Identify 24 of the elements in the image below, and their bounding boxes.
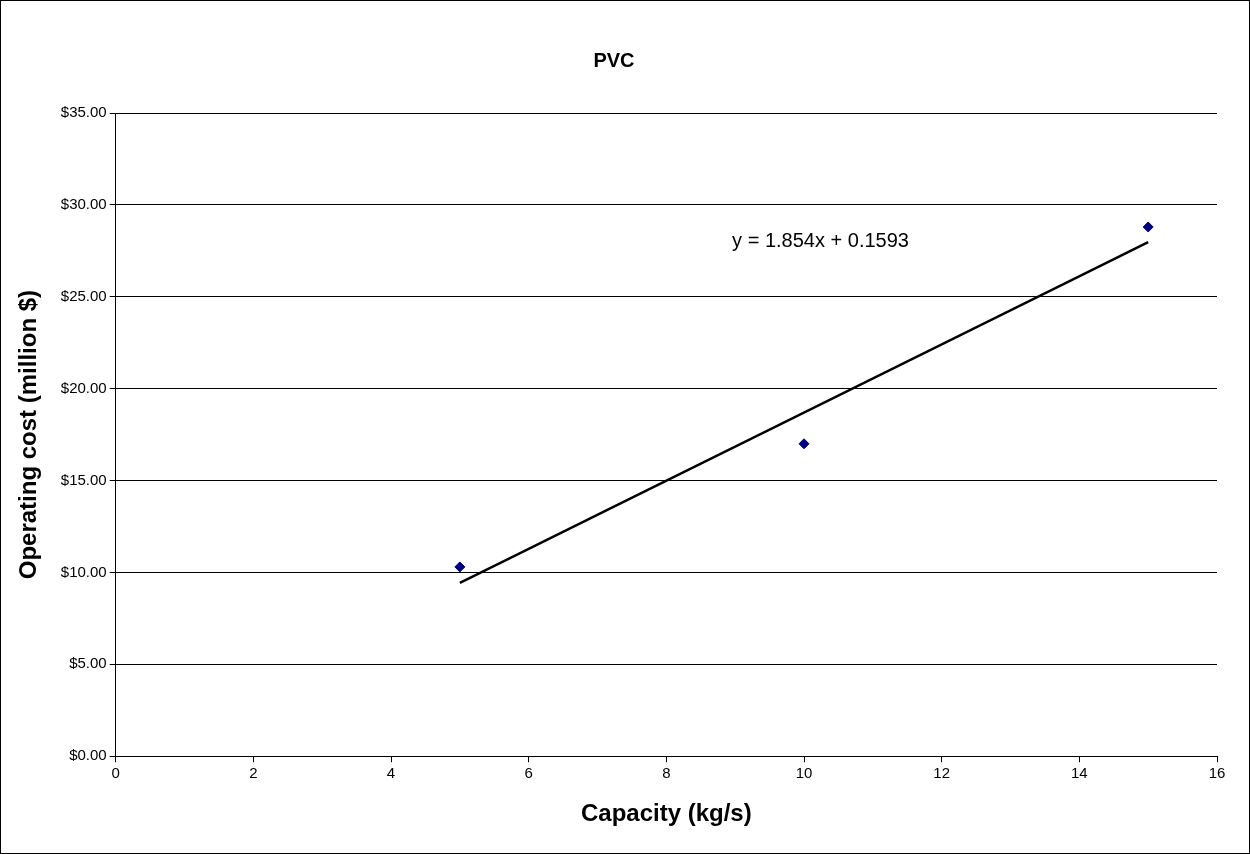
y-tick-label: $20.00 bbox=[60, 378, 107, 396]
y-tick-label: $5.00 bbox=[69, 654, 107, 672]
x-axis-title: Capacity (kg/s) bbox=[580, 799, 752, 827]
y-tick-label: $10.00 bbox=[60, 562, 107, 580]
x-tick-label: 14 bbox=[1070, 764, 1088, 782]
point bbox=[798, 438, 810, 450]
chart-title: PVC bbox=[593, 48, 635, 71]
annotation: y = 1.854x + 0.1593 bbox=[732, 229, 909, 252]
x-tick-label: 2 bbox=[249, 764, 258, 782]
y-tick-label: $0.00 bbox=[69, 746, 107, 764]
y-tick-label: $15.00 bbox=[60, 470, 107, 488]
y-tick-label: $30.00 bbox=[60, 195, 107, 213]
x-tick-label: 0 bbox=[111, 764, 120, 782]
point bbox=[1142, 221, 1154, 233]
x-tick-label: 4 bbox=[386, 764, 396, 782]
point bbox=[454, 561, 466, 573]
y-tick-label: $25.00 bbox=[60, 286, 107, 304]
x-tick-label: 12 bbox=[933, 764, 951, 782]
x-tick-label: 6 bbox=[524, 764, 533, 782]
y-tick-label: $35.00 bbox=[60, 103, 107, 121]
x-tick-label: 10 bbox=[795, 764, 813, 782]
x-tick-label: 8 bbox=[662, 764, 671, 782]
x-tick-label: 16 bbox=[1208, 764, 1226, 782]
y-axis-title: Operating cost (million $) bbox=[14, 289, 42, 580]
